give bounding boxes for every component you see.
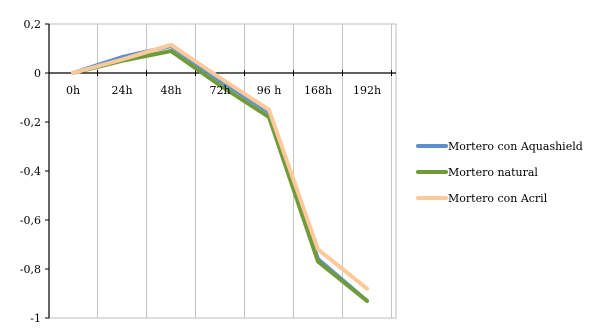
y-tick-label: -0,4	[20, 165, 41, 178]
plot-area	[48, 23, 397, 319]
legend-label-mortero-con-acril: Mortero con Acril	[448, 192, 548, 205]
legend: Mortero con Aquashield Mortero natural Mor…	[416, 140, 583, 205]
x-tick-label: 192h	[353, 84, 381, 97]
y-tick-marks	[45, 23, 49, 319]
x-tick-label: 48h	[160, 84, 181, 97]
x-tick-label: 72h	[209, 84, 230, 97]
series-lines	[71, 42, 369, 303]
x-tick-labels: 0h 24h 48h 72h 96 h 168h 192h	[66, 84, 381, 97]
y-tick-label: 0,2	[24, 18, 42, 31]
x-tick-label: 0h	[66, 84, 80, 97]
y-tick-label: 0	[34, 67, 41, 80]
legend-label-mortero-con-aquashield: Mortero con Aquashield	[448, 140, 583, 153]
y-tick-label: -1	[30, 312, 41, 325]
x-tick-label: 96 h	[257, 84, 282, 97]
series-line-mortero-con-acril	[71, 42, 369, 291]
x-tick-label: 168h	[304, 84, 332, 97]
y-tick-label: -0,2	[20, 116, 41, 129]
y-tick-label: -0,6	[20, 214, 41, 227]
y-tick-label: -0,8	[20, 263, 41, 276]
x-tick-label: 24h	[111, 84, 132, 97]
y-tick-labels: 0,2 0 -0,2 -0,4 -0,6 -0,8 -1	[20, 18, 41, 325]
legend-label-mortero-natural: Mortero natural	[448, 166, 538, 179]
x-tick-marks	[97, 70, 392, 76]
